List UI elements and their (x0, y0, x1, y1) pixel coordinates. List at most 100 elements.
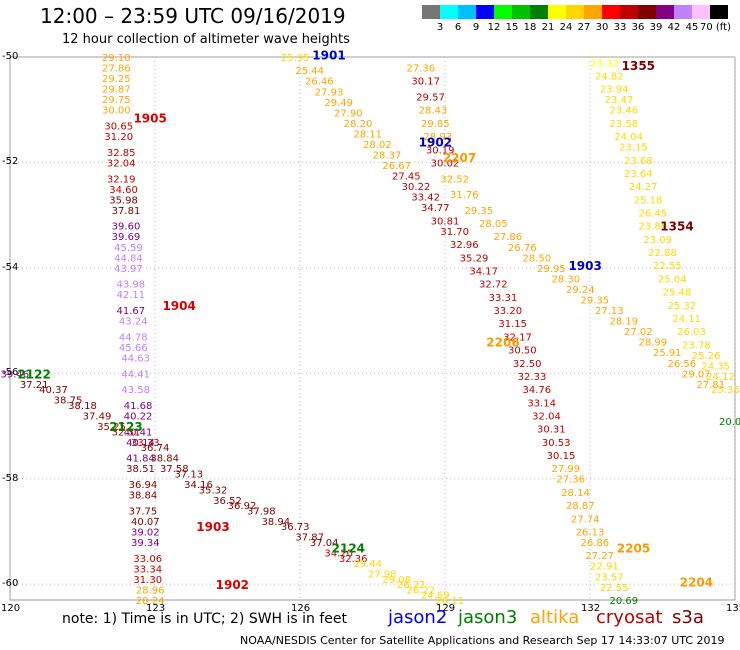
wave-height-value: 35.98 (109, 195, 138, 206)
wave-height-value: 37.13 (175, 469, 204, 480)
wave-height-value: 30.81 (431, 216, 460, 227)
colorbar-swatch (692, 5, 710, 19)
wave-height-value: 40.07 (131, 517, 160, 528)
wave-height-value: 40.41 (124, 427, 153, 438)
latitude-label: -56 (2, 367, 19, 379)
wave-height-value: 38.51 (126, 464, 155, 475)
colorbar-label: 15 (505, 22, 519, 33)
wave-height-value: 29.24 (566, 285, 595, 296)
wave-height-value: 37.87 (295, 533, 324, 544)
wave-height-value: 31.30 (133, 575, 162, 586)
wave-height-value: 39.60 (112, 222, 141, 233)
colorbar-swatch (638, 5, 656, 19)
wave-height-value: 28.19 (610, 317, 639, 328)
colorbar-swatch (440, 5, 458, 19)
wave-height-value: 29.08 (382, 575, 411, 586)
legend-altika: altika (530, 607, 580, 628)
pass-id-label: 2124 (332, 541, 365, 555)
wave-height-value: 23.80 (639, 222, 668, 233)
wave-height-value: 27.98 (368, 570, 397, 581)
pass-id-label: 1902 (419, 135, 452, 149)
pass-id-label: 2204 (680, 576, 713, 590)
legend-cryosat: cryosat (596, 607, 663, 628)
colorbar-label: 33 (613, 22, 627, 33)
wave-height-value: 32.31 (112, 427, 141, 438)
colorbar-swatch (422, 5, 440, 19)
colorbar-label: 12 (487, 22, 501, 33)
wave-height-value: 22.88 (648, 248, 677, 259)
wave-height-value: 31.15 (498, 319, 527, 330)
wave-height-value: 26.03 (677, 327, 706, 338)
wave-height-value: 29.25 (102, 74, 131, 85)
wave-height-value: 26.76 (508, 243, 537, 254)
wave-height-value: 30.65 (104, 122, 133, 133)
wave-height-value: 31.76 (450, 190, 479, 201)
wave-height-value: 28.43 (419, 106, 448, 117)
wave-height-value: 32.96 (450, 240, 479, 251)
pass-id-label: 2207 (443, 151, 476, 165)
wave-height-value: 25.91 (653, 348, 682, 359)
wave-height-value: 37.49 (83, 411, 112, 422)
wave-height-value: 36.94 (129, 480, 158, 491)
legend-s3a: s3a (672, 607, 704, 628)
wave-height-value: 33.14 (527, 398, 556, 409)
wave-height-value: 38.84 (129, 491, 158, 502)
wave-height-value: 43.97 (114, 264, 143, 275)
wave-height-value: 23.32 (590, 58, 619, 69)
wave-height-value: 32.33 (518, 372, 547, 383)
wave-height-value: 25.18 (634, 195, 663, 206)
wave-height-value: 30.31 (537, 425, 566, 436)
legend-jason3: jason3 (458, 607, 518, 628)
pass-id-label: 1902 (216, 578, 249, 592)
wave-height-value: 28.02 (363, 140, 392, 151)
wave-height-value: 32.19 (107, 174, 136, 185)
plot-frame (9, 56, 736, 601)
wave-height-value: 34.16 (184, 480, 213, 491)
colorbar-label: 9 (472, 22, 480, 33)
wave-height-value: 36.52 (213, 496, 242, 507)
colorbar-label: 21 (541, 22, 555, 33)
wave-height-value: 40.22 (124, 411, 153, 422)
note-text: note: 1) Time is in UTC; 2) SWH is in fe… (62, 611, 348, 627)
pass-id-label: 1354 (660, 220, 693, 234)
map-subtitle: 12 hour collection of altimeter wave hei… (62, 32, 350, 47)
wave-height-value: 43.58 (121, 385, 150, 396)
wave-height-value: 38.84 (150, 454, 179, 465)
wave-height-value: 26.22 (397, 580, 426, 591)
wave-height-value: 29.87 (102, 85, 131, 96)
wave-height-value: 26.67 (382, 161, 411, 172)
wave-height-value: 38.75 (54, 396, 83, 407)
pass-id-label: 1355 (622, 59, 655, 73)
wave-height-value: 35.32 (199, 485, 228, 496)
wave-height-value: 33.42 (411, 193, 440, 204)
wave-height-value: 22.55 (653, 261, 682, 272)
wave-height-value: 28.20 (344, 119, 373, 130)
wave-height-value: 36.92 (228, 501, 257, 512)
wave-height-value: 23.46 (610, 106, 639, 117)
colorbar-swatch (458, 5, 476, 19)
wave-height-value: 24.12 (706, 372, 735, 383)
colorbar-swatch (548, 5, 566, 19)
wave-height-value: 27.13 (595, 306, 624, 317)
wave-height-value: 27.45 (392, 172, 421, 183)
pass-id-label: 2122 (17, 367, 50, 381)
wave-height-value: 27.36 (407, 64, 436, 75)
wave-height-value: 23.58 (610, 119, 639, 130)
wave-height-value: 25.26 (692, 351, 721, 362)
wave-height-value: 27.93 (315, 87, 344, 98)
wave-height-value: 36.73 (281, 522, 310, 533)
longitude-label: 132 (581, 603, 601, 614)
wave-height-value: 24.82 (595, 71, 624, 82)
wave-height-value: 30.19 (426, 145, 455, 156)
wave-height-value: 32.04 (107, 158, 136, 169)
wave-height-value: 29.35 (465, 206, 494, 217)
wave-height-value: 39.02 (131, 527, 160, 538)
wave-height-value: 33.34 (133, 564, 162, 575)
wave-height-value: 30.15 (547, 451, 576, 462)
colorbar-label: 70 (ft) (700, 22, 731, 33)
wave-height-value: 28.37 (373, 151, 402, 162)
colorbar-label: 30 (595, 22, 609, 33)
wave-height-value: 28.93 (423, 132, 452, 143)
wave-height-value: 31.20 (104, 132, 133, 143)
wave-height-value: 27.02 (624, 327, 653, 338)
